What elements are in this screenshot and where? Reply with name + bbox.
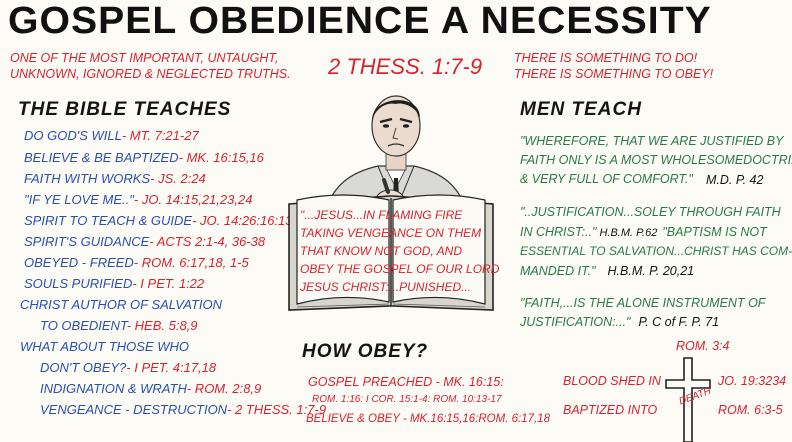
cross-icon [665, 357, 711, 442]
list-item: BELIEVE & BE BAPTIZED- MK. 16:15,16 [24, 150, 264, 165]
baptized-reference: ROM. 6:3-5 [718, 403, 783, 417]
scripture-reference: 2 THESS. 1:7-9 [328, 54, 483, 79]
list-item: CHRIST AUTHOR OF SALVATION [20, 297, 223, 312]
bible-teaches-heading: THE BIBLE TEACHES [18, 99, 232, 120]
intro-line-1: ONE OF THE MOST IMPORTANT, UNTAUGHT, [10, 51, 279, 65]
list-item: OBEYED - FREED- ROM. 6:17,18, 1-5 [24, 255, 249, 270]
book-quote-line-5: JESUS CHRIST:...PUNISHED... [300, 280, 472, 294]
how-obey-heading: HOW OBEY? [302, 341, 429, 362]
open-book-illustration [288, 194, 494, 311]
rom-reference: ROM. 3:4 [676, 339, 730, 353]
list-item: SPIRIT TO TEACH & GUIDE- JO. 14:26:16:13 [24, 213, 293, 228]
list-item: "IF YE LOVE ME.."- JO. 14:15,21,23,24 [24, 192, 253, 207]
book-quote-line-4: OBEY THE GOSPEL OF OUR LORD [300, 262, 500, 276]
quote-2-line-1: "..JUSTIFICATION...SOLEY THROUGH FAITH [520, 205, 781, 219]
list-item: DON'T OBEY?- I PET. 4:17,18 [40, 360, 217, 375]
list-item: SPIRIT'S GUIDANCE- ACTS 2:1-4, 36-38 [24, 234, 266, 249]
how-obey-line-2: ROM. 1:16: I COR. 15:1-4: ROM. 10:13-17 [312, 394, 502, 405]
page-title: GOSPEL OBEDIENCE A NECESSITY [8, 0, 712, 42]
how-obey-line-1: GOSPEL PREACHED - MK. 16:15: [308, 375, 504, 389]
list-item: WHAT ABOUT THOSE WHO [20, 339, 189, 354]
intro-line-2: UNKNOWN, IGNORED & NEGLECTED TRUTHS. [10, 67, 291, 81]
something-to-obey: THERE IS SOMETHING TO OBEY! [514, 67, 714, 81]
quote-2-line-2: IN CHRIST:.." H.B.M. P.62 "BAPTISM IS NOT [520, 225, 767, 239]
something-to-do: THERE IS SOMETHING TO DO! [514, 51, 698, 65]
list-item: INDIGNATION & WRATH- ROM. 2:8,9 [40, 381, 262, 396]
list-item: TO OBEDIENT- HEB. 5:8,9 [40, 318, 198, 333]
quote-3-line-2: JUSTIFICATION:..." P. C of F. P. 71 [520, 315, 720, 329]
book-quote-line-3: THAT KNOW NOT GOD, AND [300, 244, 462, 258]
blood-shed-text: BLOOD SHED IN [563, 374, 661, 388]
quote-3-line-1: "FAITH,...IS THE ALONE INSTRUMENT OF [520, 296, 766, 310]
book-quote-line-2: TAKING VENGEANCE ON THEM [300, 226, 482, 240]
quote-1-line-2: FAITH ONLY IS A MOST WHOLESOMEDOCTRINE [520, 153, 792, 167]
how-obey-line-3: BELIEVE & OBEY - MK.16:15,16:ROM. 6:17,1… [306, 413, 550, 425]
list-item: FAITH WITH WORKS- JS. 2:24 [24, 171, 206, 186]
list-item: DO GOD'S WILL- MT. 7:21-27 [24, 128, 199, 143]
blood-reference: JO. 19:3234 [718, 374, 787, 388]
list-item: SOULS PURIFIED- I PET. 1:22 [24, 276, 205, 291]
quote-2-line-4: MANDED IT." H.B.M. P. 20,21 [520, 264, 695, 278]
book-quote-line-1: "...JESUS...IN FLAMING FIRE [300, 208, 463, 222]
men-teach-heading: MEN TEACH [520, 99, 642, 120]
list-item: VENGEANCE - DESTRUCTION- 2 THESS. 1:7-9 [40, 402, 327, 417]
quote-1-line-1: "WHEREFORE, THAT WE ARE JUSTIFIED BY [520, 134, 784, 148]
quote-1-source: M.D. P. 42 [706, 173, 764, 187]
quote-1-line-3: & VERY FULL OF COMFORT." [520, 172, 693, 186]
quote-2-line-3: ESSENTIAL TO SALVATION...CHRIST HAS COM- [520, 244, 792, 258]
baptized-into-text: BAPTIZED INTO [563, 403, 658, 417]
